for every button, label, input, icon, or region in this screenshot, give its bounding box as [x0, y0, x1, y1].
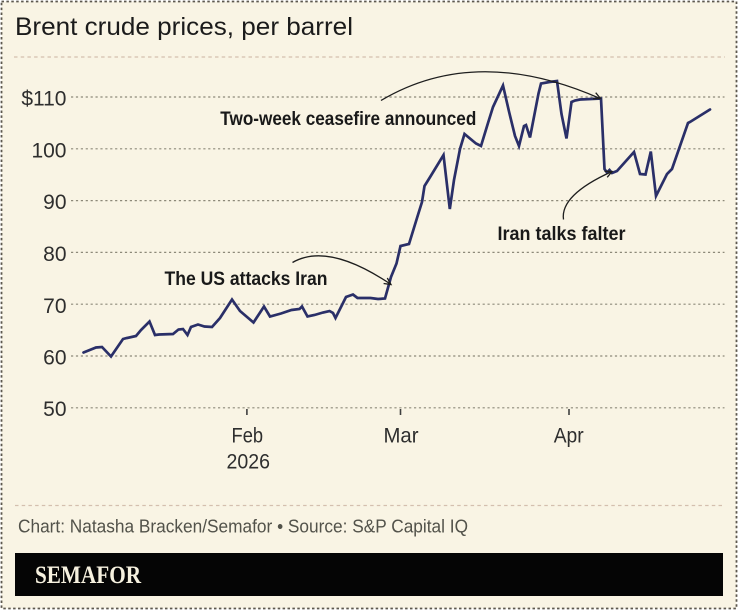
svg-text:90: 90: [43, 191, 66, 214]
svg-text:SEMAFOR: SEMAFOR: [35, 560, 141, 589]
svg-text:$110: $110: [21, 88, 66, 111]
svg-text:Mar: Mar: [384, 425, 419, 448]
svg-text:Iran talks falter: Iran talks falter: [498, 224, 627, 245]
svg-text:Chart: Natasha Bracken/Semafor: Chart: Natasha Bracken/Semafor • Source:…: [18, 516, 468, 536]
svg-text:Apr: Apr: [554, 425, 584, 448]
svg-text:100: 100: [31, 139, 66, 162]
svg-text:80: 80: [43, 243, 66, 266]
svg-text:Two-week ceasefire announced: Two-week ceasefire announced: [220, 109, 476, 130]
svg-text:The US attacks Iran: The US attacks Iran: [165, 269, 328, 290]
svg-text:50: 50: [43, 398, 66, 421]
svg-text:60: 60: [43, 347, 66, 370]
svg-text:Feb: Feb: [232, 425, 264, 448]
svg-text:70: 70: [43, 295, 66, 318]
svg-text:2026: 2026: [227, 450, 271, 473]
svg-text:Brent crude prices, per barrel: Brent crude prices, per barrel: [15, 13, 353, 41]
